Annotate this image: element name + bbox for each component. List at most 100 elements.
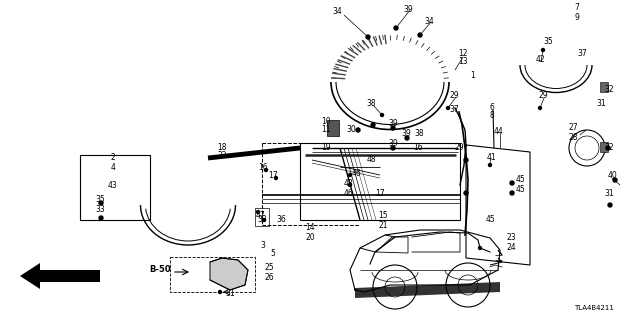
Bar [170,257,255,292]
Circle shape [479,246,481,250]
Text: 1: 1 [470,70,476,79]
Text: 16: 16 [258,163,268,172]
Text: 29: 29 [454,143,464,153]
Text: B-50: B-50 [149,266,171,275]
Text: 6: 6 [490,102,495,111]
Text: 13: 13 [458,58,468,67]
Circle shape [381,114,383,116]
Text: 31: 31 [596,99,606,108]
Circle shape [99,201,103,205]
Circle shape [510,181,514,185]
Text: 21: 21 [378,220,388,229]
Circle shape [464,158,468,162]
Text: 17: 17 [268,172,278,180]
Circle shape [606,146,610,150]
Bar [600,142,608,152]
Text: 46: 46 [343,188,353,197]
Text: 39: 39 [401,129,411,138]
Circle shape [488,164,492,166]
Text: 31: 31 [225,289,235,298]
Text: 47: 47 [255,211,265,220]
Text: 34: 34 [332,7,342,17]
Text: 31: 31 [604,188,614,197]
Text: 29: 29 [449,91,459,100]
Circle shape [608,203,612,207]
Polygon shape [210,258,248,290]
Text: 33: 33 [257,215,267,225]
Text: 34: 34 [424,17,434,26]
Text: 14: 14 [305,223,315,233]
Text: 26: 26 [264,274,274,283]
Text: 5: 5 [271,250,275,259]
Circle shape [371,123,375,127]
Text: 25: 25 [264,263,274,273]
Text: 37: 37 [577,50,587,59]
Circle shape [391,126,395,130]
Bar [327,120,339,136]
Text: 39: 39 [403,4,413,13]
Circle shape [356,128,360,132]
Text: 38: 38 [414,129,424,138]
Circle shape [349,183,351,187]
Text: 43: 43 [108,181,118,190]
Circle shape [99,216,103,220]
Text: 17: 17 [375,188,385,197]
Text: 32: 32 [604,143,614,153]
Text: 36: 36 [276,215,286,225]
Text: 44: 44 [494,126,504,135]
Circle shape [349,173,351,177]
Text: 45: 45 [515,175,525,185]
Circle shape [264,169,268,172]
Text: 41: 41 [486,153,496,162]
Circle shape [391,146,395,150]
Bar [600,82,608,92]
Text: 37: 37 [449,106,459,115]
Circle shape [275,177,278,180]
Circle shape [418,33,422,37]
Text: FR.: FR. [56,271,68,281]
Text: 46: 46 [351,169,361,178]
Text: 11: 11 [321,125,331,134]
Text: 27: 27 [568,124,578,132]
Circle shape [464,191,468,195]
Text: FR.: FR. [62,271,79,281]
Text: 15: 15 [378,211,388,220]
Text: 35: 35 [95,196,105,204]
Circle shape [218,291,221,293]
Text: 30: 30 [346,125,356,134]
Circle shape [257,211,259,213]
Text: 28: 28 [568,133,578,142]
Text: 23: 23 [506,234,516,243]
Text: 45: 45 [515,186,525,195]
Text: 40: 40 [607,171,617,180]
Text: 29: 29 [538,91,548,100]
Text: 18: 18 [217,142,227,151]
Text: 45: 45 [486,215,496,225]
Text: 20: 20 [305,234,315,243]
Text: 39: 39 [388,118,398,127]
Circle shape [541,49,545,52]
Text: 8: 8 [490,111,494,121]
Text: 4: 4 [111,163,115,172]
Text: 2: 2 [111,154,115,163]
Bar [80,155,150,220]
Text: 42: 42 [535,54,545,63]
Text: 35: 35 [543,36,553,45]
Circle shape [538,107,541,109]
Text: 9: 9 [575,12,579,21]
Text: 33: 33 [95,205,105,214]
Bar [255,208,269,226]
Text: 38: 38 [366,99,376,108]
Circle shape [510,191,514,195]
Circle shape [447,107,449,109]
Text: 3: 3 [260,241,266,250]
Circle shape [394,26,398,30]
Text: 19: 19 [321,142,331,151]
Text: 7: 7 [575,4,579,12]
Text: 24: 24 [506,244,516,252]
Text: 32: 32 [604,85,614,94]
Circle shape [405,136,409,140]
Circle shape [262,219,266,221]
Text: 10: 10 [321,116,331,125]
Text: 22: 22 [217,151,227,161]
